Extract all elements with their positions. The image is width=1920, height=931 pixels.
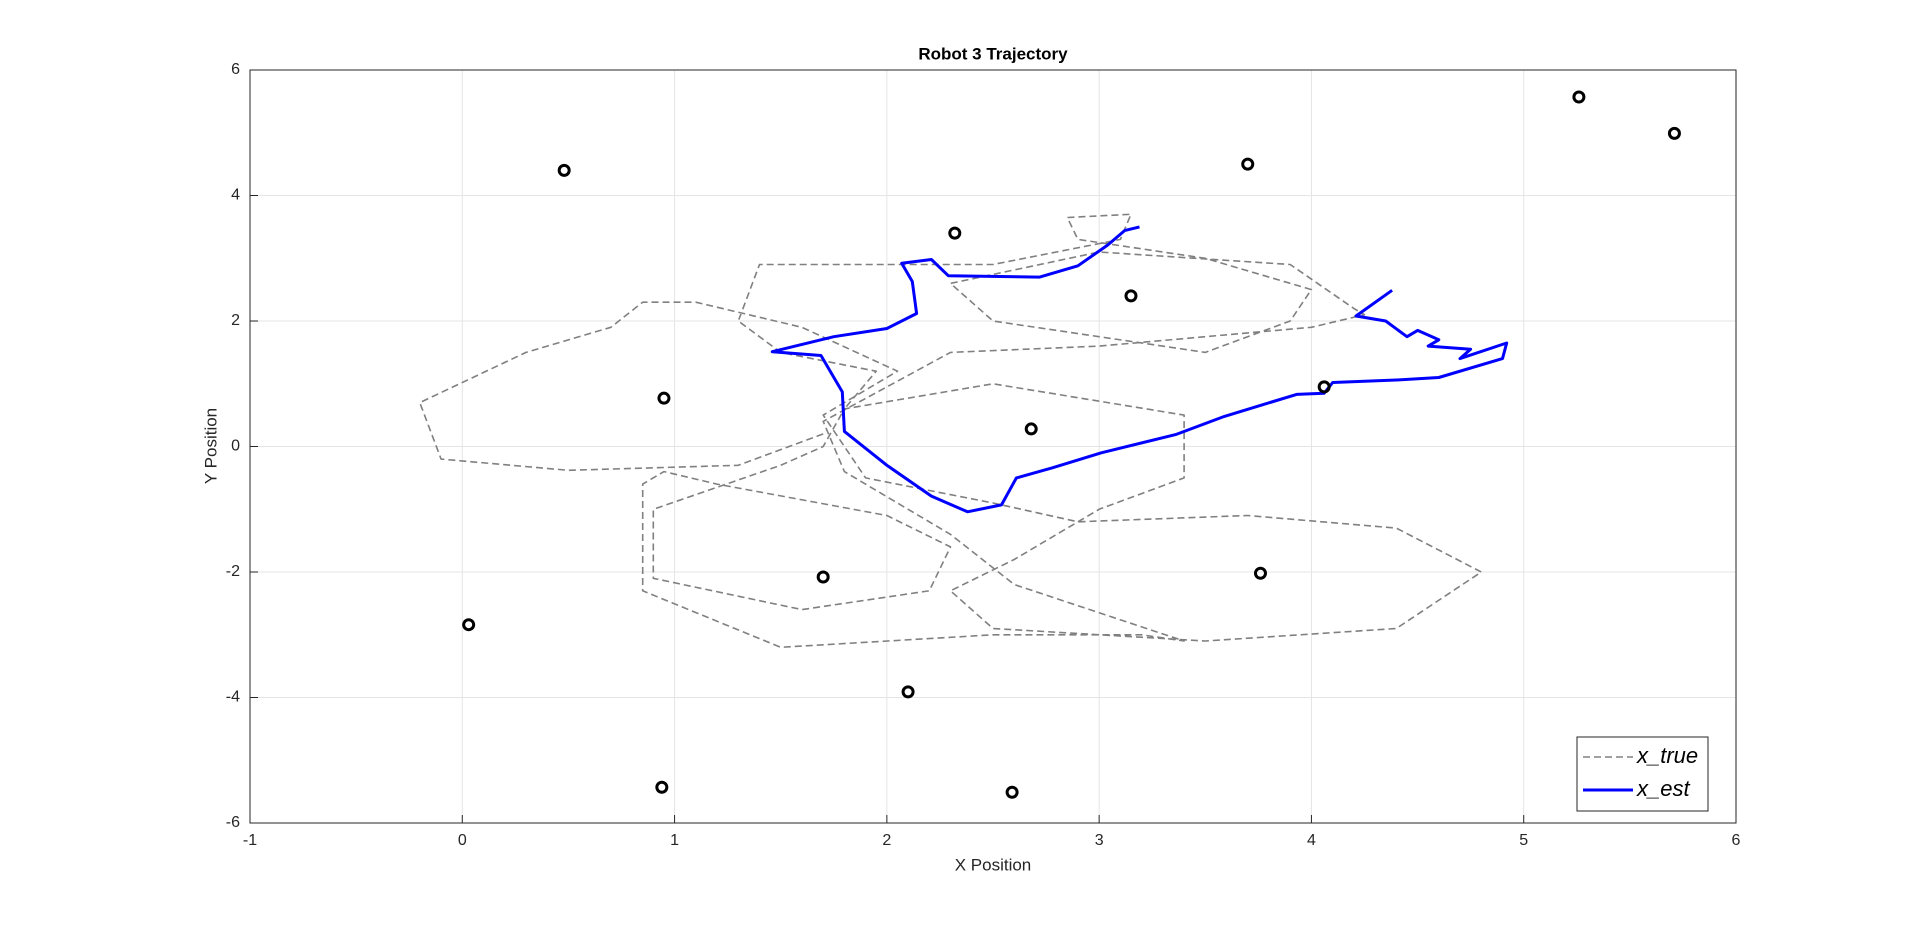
landmark xyxy=(1667,126,1681,140)
landmark xyxy=(1317,380,1331,394)
landmark xyxy=(1005,785,1019,799)
legend-label: x_true xyxy=(1636,743,1698,768)
x-axis-label: X Position xyxy=(955,855,1032,874)
landmark xyxy=(557,163,571,177)
y-tick-label: 2 xyxy=(231,312,240,329)
x-tick-label: 6 xyxy=(1732,832,1741,849)
y-axis-label: Y Position xyxy=(201,408,220,484)
x-tick-label: 4 xyxy=(1307,832,1316,849)
landmark xyxy=(1572,90,1586,104)
landmark xyxy=(1124,289,1138,303)
legend-label: x_est xyxy=(1636,776,1690,801)
trajectory-line xyxy=(770,225,1509,514)
y-tick-label: -6 xyxy=(226,814,240,831)
landmark xyxy=(901,685,915,699)
x-tick-label: 5 xyxy=(1519,832,1528,849)
legend: x_true x_est xyxy=(1576,736,1709,812)
x-tick-label: -1 xyxy=(243,832,257,849)
trajectory-line xyxy=(419,213,1483,649)
chart-title: Robot 3 Trajectory xyxy=(918,44,1068,63)
y-tick-label: 4 xyxy=(231,187,240,204)
landmark xyxy=(462,618,476,632)
legend-box xyxy=(1576,736,1709,812)
x-tick-label: 1 xyxy=(670,832,679,849)
landmark xyxy=(655,780,669,794)
landmark xyxy=(816,570,830,584)
y-tick-label: -4 xyxy=(226,689,240,706)
y-tick-label: 0 xyxy=(231,438,240,455)
x-tick-label: 2 xyxy=(882,832,891,849)
landmark xyxy=(657,391,671,405)
y-tick-label: 6 xyxy=(231,61,240,78)
x-tick-label: 3 xyxy=(1095,832,1104,849)
landmark xyxy=(948,226,962,240)
landmark xyxy=(1024,422,1038,436)
landmark xyxy=(1241,157,1255,171)
plot-frame xyxy=(249,69,1737,824)
x-tick-label: 0 xyxy=(458,832,467,849)
y-tick-label: -2 xyxy=(226,563,240,580)
landmark xyxy=(1253,566,1267,580)
